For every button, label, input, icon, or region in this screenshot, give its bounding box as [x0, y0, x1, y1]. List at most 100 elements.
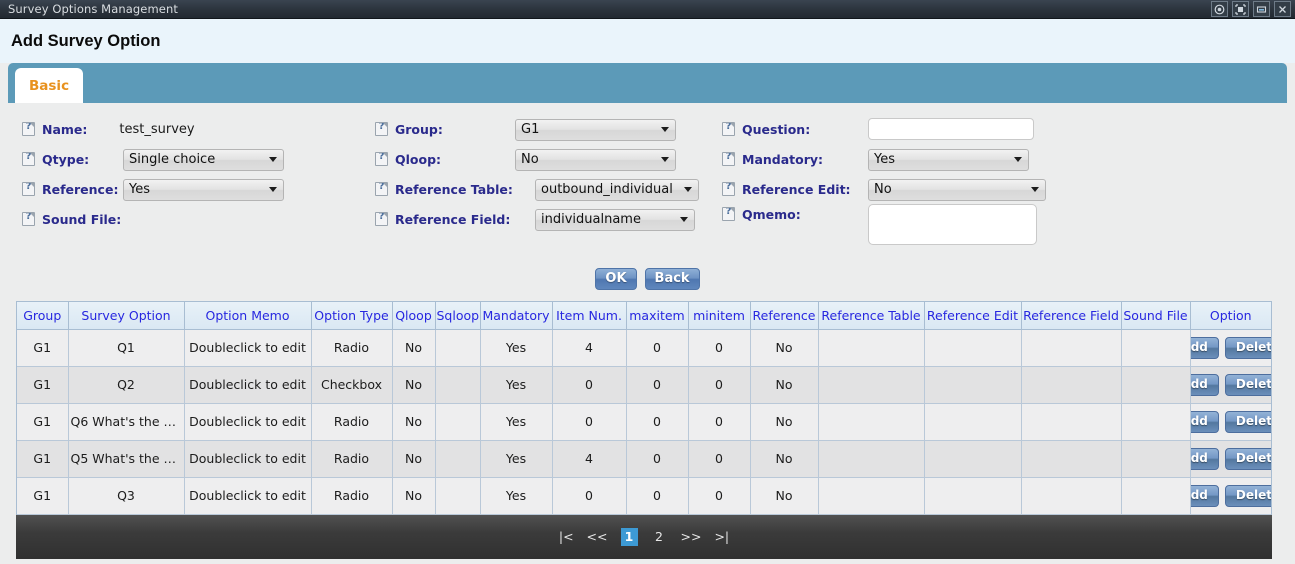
help-icon[interactable]	[375, 152, 388, 166]
reference-select[interactable]: Yes	[123, 178, 284, 201]
help-icon[interactable]	[722, 122, 735, 136]
col-reference-table[interactable]: Reference Table	[818, 302, 925, 330]
col-option[interactable]: Option	[1190, 302, 1271, 330]
col-group[interactable]: Group	[17, 302, 69, 330]
table-header-row: Group Survey Option Option Memo Option T…	[17, 302, 1271, 330]
col-reference-edit[interactable]: Reference Edit	[924, 302, 1022, 330]
help-icon[interactable]	[22, 212, 35, 226]
help-icon[interactable]	[722, 152, 735, 166]
cell-sound-file	[1121, 403, 1191, 441]
delete-button[interactable]: Delete	[1224, 373, 1271, 396]
col-qloop[interactable]: Qloop	[392, 302, 436, 330]
col-mandatory[interactable]: Mandatory	[480, 302, 553, 330]
col-survey-option[interactable]: Survey Option	[68, 302, 185, 330]
tab-basic-label: Basic	[29, 77, 70, 94]
cell-minitem: 0	[688, 329, 751, 367]
cell-maxitem: 0	[626, 477, 689, 515]
col-item-num[interactable]: Item Num.	[552, 302, 627, 330]
reference-edit-select[interactable]: No	[868, 178, 1046, 201]
reference-field-select[interactable]: individualname	[535, 208, 695, 231]
delete-button[interactable]: Delete	[1224, 484, 1271, 507]
reference-table-select[interactable]: outbound_individual	[535, 178, 699, 201]
add-button[interactable]: Add	[1190, 484, 1219, 507]
minimize-icon[interactable]	[1253, 1, 1270, 17]
col-sound-file[interactable]: Sound File	[1121, 302, 1191, 330]
page-header: Add Survey Option	[0, 19, 1295, 63]
cell-minitem: 0	[688, 403, 751, 441]
col-reference-field[interactable]: Reference Field	[1021, 302, 1122, 330]
cell-reference-field	[1021, 403, 1122, 441]
help-icon[interactable]	[375, 212, 388, 226]
qmemo-textarea[interactable]	[868, 204, 1037, 245]
help-icon[interactable]	[22, 182, 35, 196]
delete-button[interactable]: Delete	[1224, 336, 1271, 359]
restore-down-icon[interactable]	[1211, 1, 1228, 17]
cell-survey-option: Q6 What's the c...	[68, 403, 185, 441]
field-label-name: Name:	[42, 121, 88, 137]
cell-option-memo: Doubleclick to edit	[184, 403, 312, 441]
table-row[interactable]: G1 Q6 What's the c... Doubleclick to edit R…	[17, 403, 1271, 441]
pager-next[interactable]: >>	[680, 528, 702, 544]
cell-reference: No	[750, 440, 819, 478]
help-icon[interactable]	[722, 182, 735, 196]
cell-sound-file	[1121, 366, 1191, 404]
help-icon[interactable]	[722, 207, 735, 221]
cell-mandatory: Yes	[480, 329, 553, 367]
cell-reference-table	[818, 329, 925, 367]
col-maxitem[interactable]: maxitem	[626, 302, 689, 330]
delete-button[interactable]: Delete	[1224, 410, 1271, 433]
cell-option-memo: Doubleclick to edit	[184, 440, 312, 478]
mandatory-select[interactable]: Yes	[868, 148, 1029, 171]
help-icon[interactable]	[22, 152, 35, 166]
cell-reference-field	[1021, 366, 1122, 404]
field-value-name: test_survey	[119, 121, 195, 137]
help-icon[interactable]	[375, 182, 388, 196]
col-sqloop[interactable]: Sqloop	[435, 302, 481, 330]
delete-button[interactable]: Delete	[1224, 447, 1271, 470]
group-select[interactable]: G1	[515, 118, 676, 141]
table-row[interactable]: G1 Q5 What's the b... Doubleclick to edit R…	[17, 440, 1271, 478]
add-button[interactable]: Add	[1190, 447, 1219, 470]
add-button[interactable]: Add	[1190, 410, 1219, 433]
help-icon[interactable]	[375, 122, 388, 136]
ok-button[interactable]: OK	[595, 268, 637, 290]
cell-option-type: Radio	[311, 403, 393, 441]
field-label-reference-edit: Reference Edit:	[742, 181, 851, 197]
add-button[interactable]: Add	[1190, 373, 1219, 396]
field-sound-file: Sound File:	[22, 204, 121, 234]
field-reference-table: Reference Table: outbound_individual	[375, 174, 699, 204]
field-label-qloop: Qloop:	[395, 151, 442, 167]
help-icon[interactable]	[22, 122, 35, 136]
mandatory-select-wrap: Yes	[868, 148, 1029, 171]
qtype-select-wrap: Single choice	[123, 148, 284, 171]
cell-mandatory: Yes	[480, 366, 553, 404]
tab-basic[interactable]: Basic	[15, 68, 84, 103]
back-button[interactable]: Back	[644, 268, 700, 290]
cell-reference: No	[750, 477, 819, 515]
table-row[interactable]: G1 Q2 Doubleclick to edit Checkbox No Yes 0 0 0 N…	[17, 366, 1271, 404]
close-icon[interactable]	[1274, 1, 1291, 17]
qtype-select[interactable]: Single choice	[123, 148, 284, 171]
col-option-type[interactable]: Option Type	[311, 302, 393, 330]
cell-mandatory: Yes	[480, 440, 553, 478]
field-name: Name: test_survey	[22, 114, 195, 144]
pager-page-2[interactable]: 2	[655, 528, 663, 544]
pager-prev[interactable]: <<	[586, 528, 608, 544]
pager-last[interactable]: >|	[714, 528, 730, 544]
col-option-memo[interactable]: Option Memo	[184, 302, 312, 330]
question-input[interactable]	[868, 118, 1034, 140]
reference-select-wrap: Yes	[123, 178, 284, 201]
field-label-sound-file: Sound File:	[42, 211, 122, 227]
col-reference[interactable]: Reference	[750, 302, 819, 330]
add-button[interactable]: Add	[1190, 336, 1219, 359]
cell-group: G1	[17, 329, 69, 367]
maximize-icon[interactable]	[1232, 1, 1249, 17]
pager-first[interactable]: |<	[558, 528, 574, 544]
qloop-select[interactable]: No	[515, 148, 676, 171]
field-label-question: Question:	[742, 121, 811, 137]
pager-page-1[interactable]: 1	[620, 527, 638, 546]
col-minitem[interactable]: minitem	[688, 302, 751, 330]
cell-survey-option: Q1	[68, 329, 185, 367]
